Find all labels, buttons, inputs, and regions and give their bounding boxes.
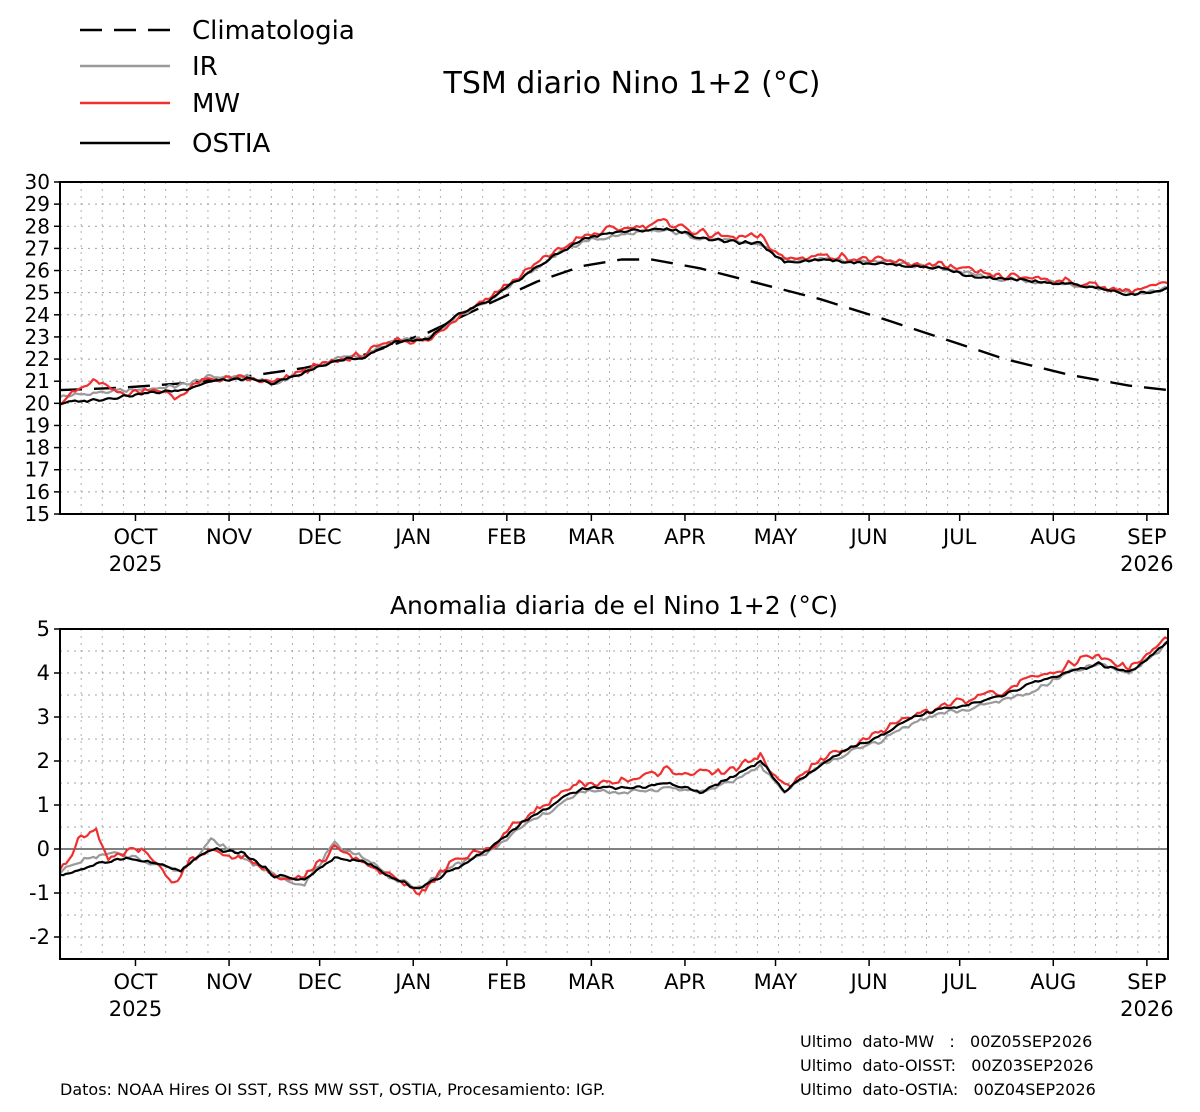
x-tick-label: OCT	[113, 525, 157, 549]
y-tick-label: 19	[25, 413, 50, 437]
x-tick-label: SEP	[1127, 970, 1166, 994]
x-tick-label: FEB	[487, 970, 527, 994]
legend: Climatologia IR MW OSTIA	[80, 16, 355, 159]
y-tick-label: 30	[25, 170, 50, 194]
series-line-ir	[59, 640, 1169, 889]
x-tick-label: JAN	[393, 525, 431, 549]
last-data-oisst: Ultimo dato-OISST: 00Z03SEP2026	[800, 1056, 1094, 1075]
last-data-mw: Ultimo dato-MW : 00Z05SEP2026	[800, 1032, 1093, 1051]
x-tick-label: FEB	[487, 525, 527, 549]
x-tick-label: APR	[664, 970, 706, 994]
series-line-ir	[59, 228, 1169, 399]
series-line-mw	[59, 217, 1169, 407]
x-tick-label: JUL	[941, 970, 977, 994]
data-source-note: Datos: NOAA Hires OI SST, RSS MW SST, OS…	[60, 1080, 606, 1099]
x-tick-label: JAN	[393, 970, 431, 994]
y-tick-label: 17	[25, 458, 50, 482]
y-tick-label: -1	[29, 881, 50, 905]
x-tick-year-label: 2025	[109, 997, 162, 1021]
series-line-mw	[59, 636, 1169, 896]
y-tick-label: 21	[25, 369, 50, 393]
y-tick-label: 27	[25, 236, 50, 260]
x-tick-label: JUL	[941, 525, 977, 549]
legend-label-climatologia: Climatologia	[192, 16, 355, 46]
x-tick-label: JUN	[848, 525, 887, 549]
legend-label-ostia: OSTIA	[192, 129, 271, 159]
series-line-climatologia	[59, 258, 1169, 392]
y-tick-label: 24	[25, 303, 50, 327]
y-tick-label: 29	[25, 192, 50, 216]
series-line-ostia	[59, 640, 1169, 890]
top-chart-title: TSM diario Nino 1+2 (°C)	[443, 66, 821, 101]
plot-frame	[59, 628, 1169, 960]
x-tick-label: APR	[664, 525, 706, 549]
legend-label-ir: IR	[192, 52, 218, 82]
x-tick-label: SEP	[1127, 525, 1166, 549]
x-tick-year-label: 2025	[109, 552, 162, 576]
y-tick-label: 4	[37, 661, 50, 685]
y-tick-label: 2	[37, 749, 50, 773]
y-tick-label: -2	[29, 925, 50, 949]
bottom-chart-title: Anomalia diaria de el Nino 1+2 (°C)	[390, 591, 838, 620]
x-tick-label: MAR	[568, 525, 615, 549]
x-tick-year-label: 2026	[1120, 552, 1173, 576]
series-line-ostia	[59, 227, 1169, 406]
y-tick-label: 3	[37, 705, 50, 729]
y-tick-label: 22	[25, 347, 50, 371]
legend-label-mw: MW	[192, 89, 240, 119]
y-tick-label: 23	[25, 325, 50, 349]
x-tick-label: MAY	[754, 525, 798, 549]
x-tick-label: MAR	[568, 970, 615, 994]
x-tick-year-label: 2026	[1120, 997, 1173, 1021]
y-tick-label: 25	[25, 281, 50, 305]
y-tick-label: 1	[37, 793, 50, 817]
y-tick-label: 26	[25, 259, 50, 283]
y-tick-label: 20	[25, 391, 50, 415]
x-tick-label: OCT	[113, 970, 157, 994]
anomaly-panel: -2 -1 0 1 2 3 4 5 OCT 2025 NOV DEC JAN FEB MAR APR MAY JU…	[29, 617, 1174, 1021]
y-tick-label: 0	[37, 837, 50, 861]
y-tick-label: 18	[25, 436, 50, 460]
y-tick-label: 28	[25, 214, 50, 238]
y-tick-label: 15	[25, 502, 50, 526]
x-tick-label: MAY	[754, 970, 798, 994]
x-tick-label: AUG	[1030, 525, 1076, 549]
x-tick-label: DEC	[298, 525, 342, 549]
y-tick-label: 16	[25, 480, 50, 504]
x-tick-label: AUG	[1030, 970, 1076, 994]
x-tick-label: NOV	[206, 525, 253, 549]
plot-frame	[59, 181, 1169, 515]
x-tick-label: DEC	[298, 970, 342, 994]
y-tick-label: 5	[37, 617, 50, 641]
x-tick-label: JUN	[848, 970, 887, 994]
last-data-ostia: Ultimo dato-OSTIA: 00Z04SEP2026	[800, 1080, 1096, 1099]
x-tick-label: NOV	[206, 970, 253, 994]
